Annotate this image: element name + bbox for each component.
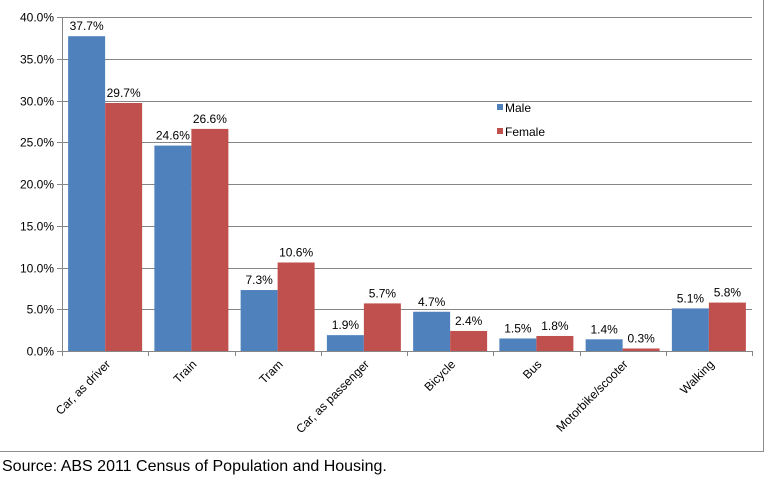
y-tick-label: 35.0%: [20, 53, 54, 67]
data-label: 7.3%: [245, 273, 273, 287]
data-label: 10.6%: [279, 245, 313, 259]
data-label: 37.7%: [70, 19, 104, 33]
x-tick-label: Bus: [520, 357, 545, 382]
legend-label-female: Female: [505, 125, 545, 139]
data-label: 5.8%: [714, 286, 742, 300]
x-tick-label: Tram: [256, 357, 285, 386]
source-note: Source: ABS 2011 Census of Population an…: [2, 458, 387, 475]
y-tick-label: 15.0%: [20, 220, 54, 234]
legend-swatch-female: [497, 128, 503, 134]
x-tick-label: Bicycle: [421, 357, 458, 394]
x-tick-label: Car, as passenger: [293, 357, 372, 436]
bar-male-2: [154, 145, 192, 351]
x-tick-label: Car, as driver: [53, 357, 113, 417]
bar-male-4: [326, 335, 364, 351]
bar-female-5: [450, 330, 488, 351]
bar-male-8: [671, 308, 709, 351]
data-label: 26.6%: [193, 112, 227, 126]
data-label: 0.3%: [627, 331, 655, 345]
data-label: 2.4%: [455, 314, 483, 328]
data-label: 29.7%: [107, 86, 141, 100]
x-tick-label: Walking: [677, 357, 717, 397]
bar-chart: 0.0% 5.0% 10.0% 15.0% 20.0% 25.0% 30.0% 35.0% 40…: [20, 11, 753, 436]
y-axis-ticks: 0.0% 5.0% 10.0% 15.0% 20.0% 25.0% 30.0% 35.0% 40…: [20, 11, 62, 359]
data-label: 4.7%: [418, 295, 446, 309]
data-label: 5.1%: [677, 291, 705, 305]
data-label: 1.8%: [541, 319, 569, 333]
data-label: 1.9%: [332, 318, 360, 332]
y-tick-label: 25.0%: [20, 136, 54, 150]
bar-male-7: [585, 339, 623, 351]
bar-male-3: [240, 290, 278, 351]
axes: [62, 17, 752, 352]
bar-female-6: [536, 335, 574, 351]
data-label: 24.6%: [156, 129, 190, 143]
legend-label-male: Male: [505, 101, 531, 115]
legend-swatch-male: [497, 104, 503, 110]
x-tick-label: Motorbike/scooter: [553, 357, 630, 434]
x-axis-ticks: Car, as driver Train Tram Car, as passenger…: [53, 351, 753, 436]
bar-male-5: [413, 311, 451, 351]
bar-female-8: [708, 302, 746, 351]
data-label: 1.5%: [504, 321, 532, 335]
bars: [68, 36, 746, 352]
legend: Male Female: [497, 101, 545, 139]
y-tick-label: 10.0%: [20, 262, 54, 276]
x-tick-label: Train: [171, 357, 200, 386]
data-labels: 37.7% 24.6% 7.3% 1.9% 4.7% 1.5% 1.4% 5.1% 29.7% 2…: [70, 19, 742, 345]
bar-female-2: [191, 128, 229, 351]
bar-male-1: [68, 36, 106, 352]
y-tick-label: 30.0%: [20, 95, 54, 109]
bar-female-3: [277, 262, 315, 351]
bar-female-1: [105, 103, 143, 351]
y-tick-label: 5.0%: [27, 303, 55, 317]
bar-female-4: [363, 303, 401, 351]
bar-female-7: [622, 348, 660, 351]
data-label: 1.4%: [590, 322, 618, 336]
y-tick-label: 20.0%: [20, 178, 54, 192]
y-tick-label: 0.0%: [27, 345, 55, 359]
y-tick-label: 40.0%: [20, 11, 54, 25]
data-label: 5.7%: [369, 286, 397, 300]
bar-male-6: [499, 338, 537, 351]
chart-frame: 0.0% 5.0% 10.0% 15.0% 20.0% 25.0% 30.0% 35.0% 40…: [0, 0, 764, 452]
